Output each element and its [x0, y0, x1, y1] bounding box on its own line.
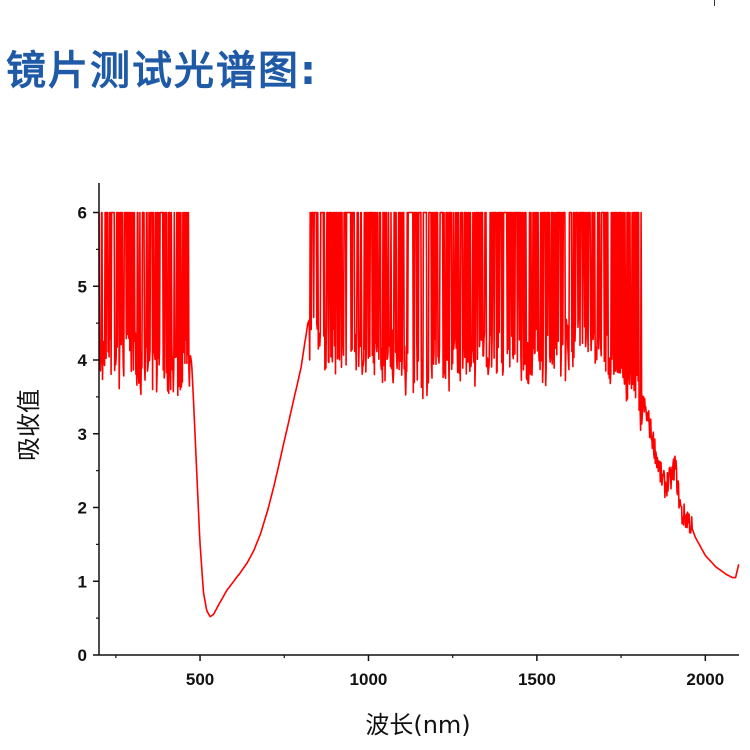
x-tick-label: 500 [186, 670, 214, 689]
y-axis-label: 吸收值 [15, 389, 43, 461]
x-tick-label: 1000 [350, 670, 388, 689]
y-tick-label: 2 [78, 499, 87, 518]
corner-mark [714, 0, 715, 6]
x-tick-label: 2000 [686, 670, 724, 689]
y-tick-label: 5 [78, 277, 87, 296]
y-tick-label: 6 [78, 204, 87, 223]
plot-area [98, 211, 740, 618]
y-tick-label: 1 [78, 572, 87, 591]
y-tick-label: 4 [78, 351, 88, 370]
page-title: 镜片测试光谱图: [6, 48, 318, 94]
x-tick-label: 1500 [518, 670, 556, 689]
axes: 0 1 2 3 4 5 6 500 1000 1500 2000 [78, 183, 739, 689]
x-axis-label: 波长(nm) [365, 711, 470, 739]
y-tick-label: 0 [78, 646, 87, 665]
series-line-0 [98, 211, 740, 618]
y-tick-label: 3 [78, 425, 87, 444]
